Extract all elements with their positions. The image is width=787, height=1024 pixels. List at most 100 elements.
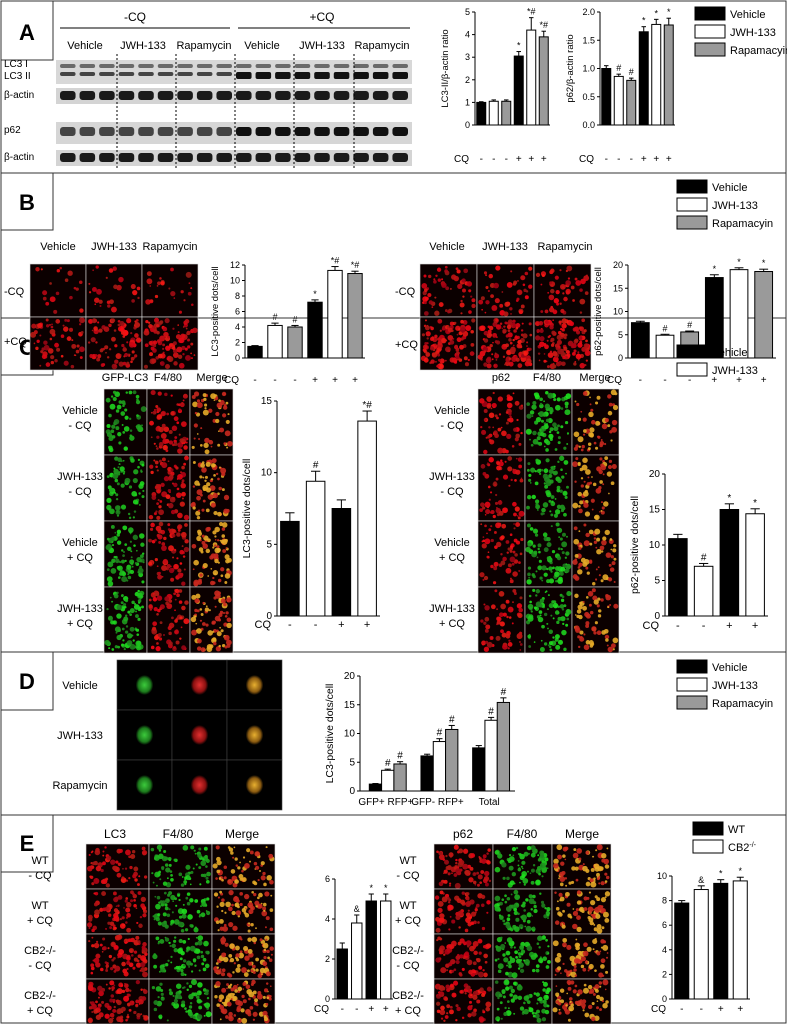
- micrograph-tile: [116, 709, 173, 761]
- row-label: Rapamycin: [52, 780, 107, 792]
- col-label: F4/80: [163, 827, 194, 841]
- col-label: p62: [453, 827, 473, 841]
- significance-mark: *: [642, 16, 646, 26]
- col-label: Merge: [196, 372, 227, 384]
- panel-letter-d: D: [0, 651, 54, 711]
- cq-sign: -: [688, 375, 691, 386]
- blot-band-p62: [353, 127, 369, 136]
- micrograph-tile: [524, 454, 573, 522]
- y-tick-label: 15: [344, 700, 356, 711]
- col-label: Vehicle: [40, 241, 75, 253]
- y-tick-label: 2.0: [582, 7, 595, 17]
- row-label: JWH-133: [429, 471, 475, 483]
- micrograph-tile: [571, 520, 620, 588]
- blot-label-lc3-ii: LC3 II: [4, 71, 31, 82]
- x-tick-label: GFP- RFP+: [411, 797, 464, 808]
- blot-band-p62: [236, 127, 252, 136]
- col-label: Rapamycin: [142, 241, 197, 253]
- blot-band-lc3-ii: [118, 72, 135, 76]
- bar: [368, 783, 383, 792]
- panel-letter-a: A: [0, 0, 54, 61]
- cq-label: CQ: [651, 1004, 666, 1015]
- micrograph-tile: [146, 388, 191, 456]
- legend-label: Vehicle: [712, 662, 747, 674]
- cq-sign: +: [752, 620, 758, 632]
- micrograph-tile: [492, 933, 553, 980]
- row-label: Vehicle: [62, 537, 97, 549]
- row-label: + CQ: [439, 618, 465, 630]
- micrograph-tile: [85, 933, 150, 980]
- blot-band-actin: [177, 153, 193, 162]
- blot-band-actin: [99, 153, 115, 162]
- row-label: + CQ: [395, 1005, 421, 1017]
- y-axis-label: p62-positive dots/cell: [629, 496, 641, 594]
- y-tick-label: 2: [325, 954, 330, 964]
- legend-swatch: [694, 42, 726, 57]
- blot-band-lc3-ii: [372, 72, 389, 79]
- micrograph-e-p62: p62 F4/80 Merge WT - CQ WT + CQ CB2-/- - CQ CB…: [392, 827, 612, 1024]
- col-label: p62: [492, 372, 510, 384]
- cq-sign: -: [700, 1004, 703, 1015]
- significance-mark: *: [737, 257, 741, 267]
- cq-sign: +: [711, 375, 717, 386]
- blot-band-lc3-ii: [99, 72, 115, 76]
- blot-band-lc3-i: [294, 64, 311, 68]
- cq-sign: +: [364, 619, 370, 631]
- blot-label-p62: p62: [4, 125, 21, 136]
- legend-swatch: [676, 695, 708, 710]
- micrograph-tile: [141, 263, 199, 318]
- micrograph-b-p62: Vehicle JWH-133 Rapamycin -CQ +CQ: [395, 241, 593, 371]
- col-label: GFP-LC3: [102, 372, 148, 384]
- micrograph-tile: [85, 263, 143, 318]
- blot-band-actin: [79, 91, 96, 100]
- blot-band-p62: [255, 127, 272, 136]
- row-label: CB2-/-: [392, 945, 424, 957]
- chart-c1: 0 5 10 15 LC3-positive dots/cell - # - + *# + CQ: [241, 396, 380, 631]
- bar: [432, 741, 447, 792]
- significance-mark: *: [713, 264, 717, 274]
- y-tick-label: 3: [465, 52, 470, 62]
- micrograph-tile: [148, 888, 213, 935]
- micrograph-tile: [477, 520, 526, 588]
- row-label: CB2-/-: [24, 945, 56, 957]
- significance-mark: *: [753, 498, 757, 509]
- bar: [732, 880, 748, 1000]
- bar: [496, 701, 511, 792]
- y-tick-label: 0: [266, 611, 272, 622]
- y-tick-label: 10: [344, 729, 356, 740]
- row-label: WT: [399, 900, 416, 912]
- y-axis-label: LC3-positive dots/cell: [324, 684, 336, 784]
- row-label: - CQ: [28, 870, 52, 882]
- blot-band-actin: [216, 153, 232, 162]
- bar: [380, 900, 392, 1000]
- legend-label: Rapamacyin: [712, 218, 773, 230]
- blot-band-actin: [392, 153, 408, 162]
- blot-band-lc3-ii: [177, 72, 193, 76]
- lane-label: JWH-133: [120, 40, 166, 52]
- legend-e: WT CB2-/-: [692, 821, 757, 854]
- y-tick-label: 6: [325, 874, 330, 884]
- bar: [247, 345, 263, 359]
- blot-band-actin: [333, 91, 350, 100]
- legend-label: JWH-133: [712, 680, 758, 692]
- blot-band-actin: [157, 91, 174, 100]
- lane-label: Rapamycin: [354, 40, 409, 52]
- blot-band-actin: [236, 153, 252, 162]
- micrograph-tile: [189, 388, 234, 456]
- micrograph-tile: [146, 520, 191, 588]
- row-label: + CQ: [67, 618, 93, 630]
- cq-sign: +: [383, 1004, 389, 1015]
- y-tick-label: 6: [662, 920, 667, 930]
- bar: [538, 36, 549, 126]
- significance-mark: *: [313, 289, 317, 299]
- row-label: CB2-/-: [392, 990, 424, 1002]
- svg-text:B: B: [19, 190, 35, 215]
- col-label: Merge: [225, 827, 259, 841]
- bar: [526, 29, 537, 126]
- bar: [704, 277, 724, 359]
- micrograph-tile: [476, 316, 535, 371]
- cq-sign: -: [617, 154, 620, 165]
- legend-swatch: [676, 179, 708, 194]
- y-tick-label: 5: [349, 757, 355, 768]
